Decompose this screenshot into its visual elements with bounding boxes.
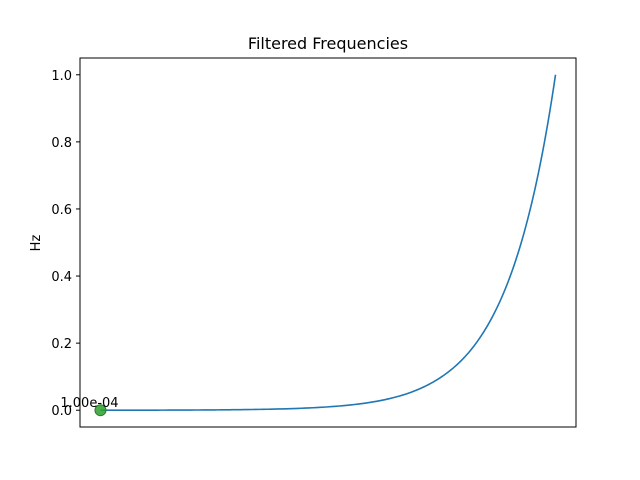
plot-content: 1.00e-04 [60,74,557,417]
y-tick-label: 0.4 [51,270,72,285]
y-axis-label: Hz [29,235,44,252]
y-axis-ticks: 0.0 0.2 0.4 0.6 0.8 1.0 [51,69,80,419]
series-line [100,74,557,411]
y-tick-label: 0.8 [51,136,72,151]
y-tick-label: 0.0 [51,404,72,419]
marker-point [94,404,107,417]
y-tick-label: 1.0 [51,69,72,84]
annotation-label: 1.00e-04 [60,396,118,411]
y-tick-label: 0.2 [51,337,72,352]
plot-frame [79,57,577,428]
y-tick-label: 0.6 [51,203,72,218]
chart-title: Filtered Frequencies [248,34,408,53]
